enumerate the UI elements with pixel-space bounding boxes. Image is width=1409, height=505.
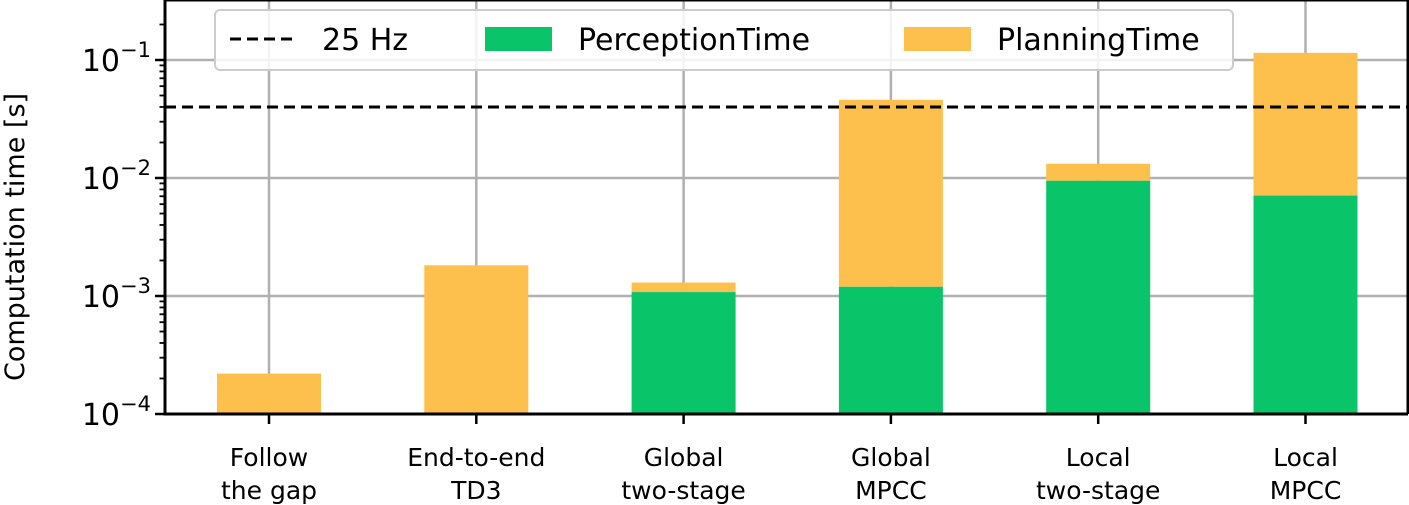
category-label-5-line-1: MPCC: [1270, 476, 1342, 505]
axes-layer: [163, 0, 1409, 416]
legend: 25 Hz PerceptionTime PlanningTime: [214, 9, 1234, 71]
bar-perceptiontime-4: [1046, 180, 1151, 414]
legend-swatch-planningtime: [904, 27, 971, 51]
ticks-layer: 10−4 10−3 10−2 10−1: [82, 23, 1307, 433]
bar-perceptiontime-5: [1253, 195, 1358, 414]
category-label-0-line-0: Follow: [230, 443, 308, 472]
bar-perceptiontime-2: [631, 292, 736, 414]
legend-label-25hz: 25 Hz: [322, 23, 408, 58]
bars-layer: [217, 52, 1358, 414]
category-label-2-line-0: Global: [644, 443, 724, 472]
category-label-1-line-0: End-to-end: [407, 443, 545, 472]
y-tick-label-2: 10−2: [82, 156, 151, 197]
category-label-3-line-1: MPCC: [855, 476, 927, 505]
legend-swatch-perceptiontime: [485, 27, 552, 51]
y-tick-label-3: 10−1: [82, 38, 151, 79]
legend-label-planningtime: PlanningTime: [997, 23, 1200, 58]
y-axis-label: Computation time [s]: [0, 93, 31, 381]
bar-planningtime-1: [424, 265, 529, 414]
category-label-5-line-0: Local: [1273, 443, 1338, 472]
bar-perceptiontime-3: [838, 286, 943, 414]
legend-frame: [214, 9, 1234, 71]
category-label-4-line-0: Local: [1066, 443, 1131, 472]
category-label-3-line-0: Global: [851, 443, 931, 472]
category-label-0-line-1: the gap: [221, 476, 317, 505]
bar-planningtime-0: [217, 373, 321, 414]
category-label-4-line-1: two-stage: [1036, 476, 1160, 505]
legend-label-perceptiontime: PerceptionTime: [578, 23, 810, 58]
bar-planningtime-3: [838, 99, 943, 287]
bar-planningtime-2: [631, 282, 736, 293]
y-tick-label-1: 10−3: [82, 274, 151, 315]
y-tick-label-0: 10−4: [82, 392, 151, 433]
bar-planningtime-5: [1253, 52, 1358, 196]
category-labels-layer: Follow the gap End-to-end TD3 Global two-stag…: [221, 443, 1341, 505]
category-label-2-line-1: two-stage: [621, 476, 745, 505]
category-label-1-line-1: TD3: [450, 476, 501, 505]
bar-planningtime-4: [1046, 163, 1151, 181]
